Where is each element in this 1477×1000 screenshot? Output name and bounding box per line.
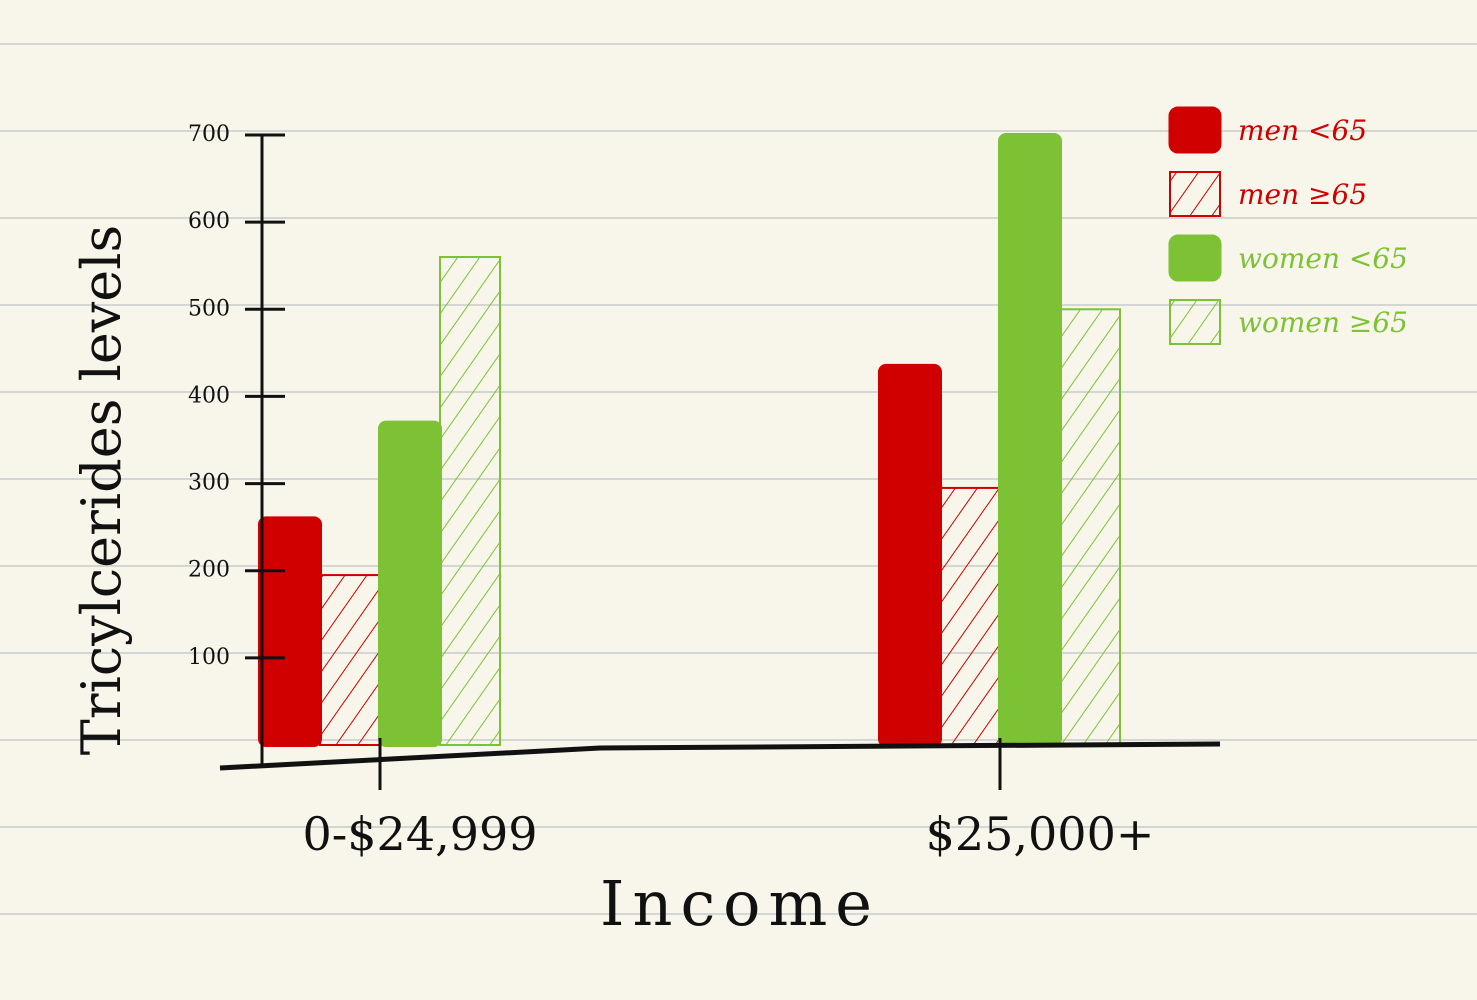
legend-label: men <65 bbox=[1238, 114, 1367, 147]
legend-label: women <65 bbox=[1238, 242, 1408, 275]
x-tick-label: $25,000+ bbox=[926, 807, 1155, 861]
legend-label: men ≥65 bbox=[1238, 178, 1367, 211]
y-tick-label: 300 bbox=[188, 471, 230, 496]
legend-swatch bbox=[1169, 299, 1221, 345]
y-tick-label: 500 bbox=[188, 296, 230, 321]
x-axis-line bbox=[219, 741, 1221, 771]
x-tick-label: 0-$24,999 bbox=[302, 807, 537, 861]
bar-men-65-1 bbox=[878, 363, 942, 747]
legend-swatch bbox=[1168, 234, 1222, 282]
legend-swatch bbox=[1169, 171, 1221, 217]
bar-women-65-0 bbox=[439, 256, 501, 746]
y-tick-label: 200 bbox=[188, 558, 230, 583]
bar-men-65-0 bbox=[319, 574, 381, 746]
y-tick-label: 100 bbox=[188, 645, 230, 670]
bar-women-65-1 bbox=[1059, 308, 1121, 746]
y-tick-label: 700 bbox=[188, 122, 230, 147]
y-tick-label: 600 bbox=[188, 209, 230, 234]
y-axis-title: Tricylcerides levels bbox=[70, 225, 133, 755]
bar-men-65-1 bbox=[939, 486, 1001, 746]
legend-swatch bbox=[1168, 106, 1222, 154]
bar-women-65-1 bbox=[998, 133, 1062, 747]
bar-men-65-0 bbox=[258, 516, 322, 748]
ruled-paper-lines bbox=[0, 43, 1477, 915]
bar-women-65-0 bbox=[378, 420, 442, 747]
y-tick-label: 400 bbox=[188, 383, 230, 408]
x-axis-title: Income bbox=[600, 867, 880, 940]
y-axis-ticks: 100 200 300 400 500 600 700 bbox=[188, 122, 285, 670]
x-axis-ticks: 0-$24,999 $25,000+ bbox=[302, 738, 1154, 861]
bars-group bbox=[258, 133, 1121, 748]
legend-label: women ≥65 bbox=[1238, 306, 1408, 339]
legend: men <65 men ≥65 women <65 women ≥65 bbox=[1168, 106, 1408, 345]
